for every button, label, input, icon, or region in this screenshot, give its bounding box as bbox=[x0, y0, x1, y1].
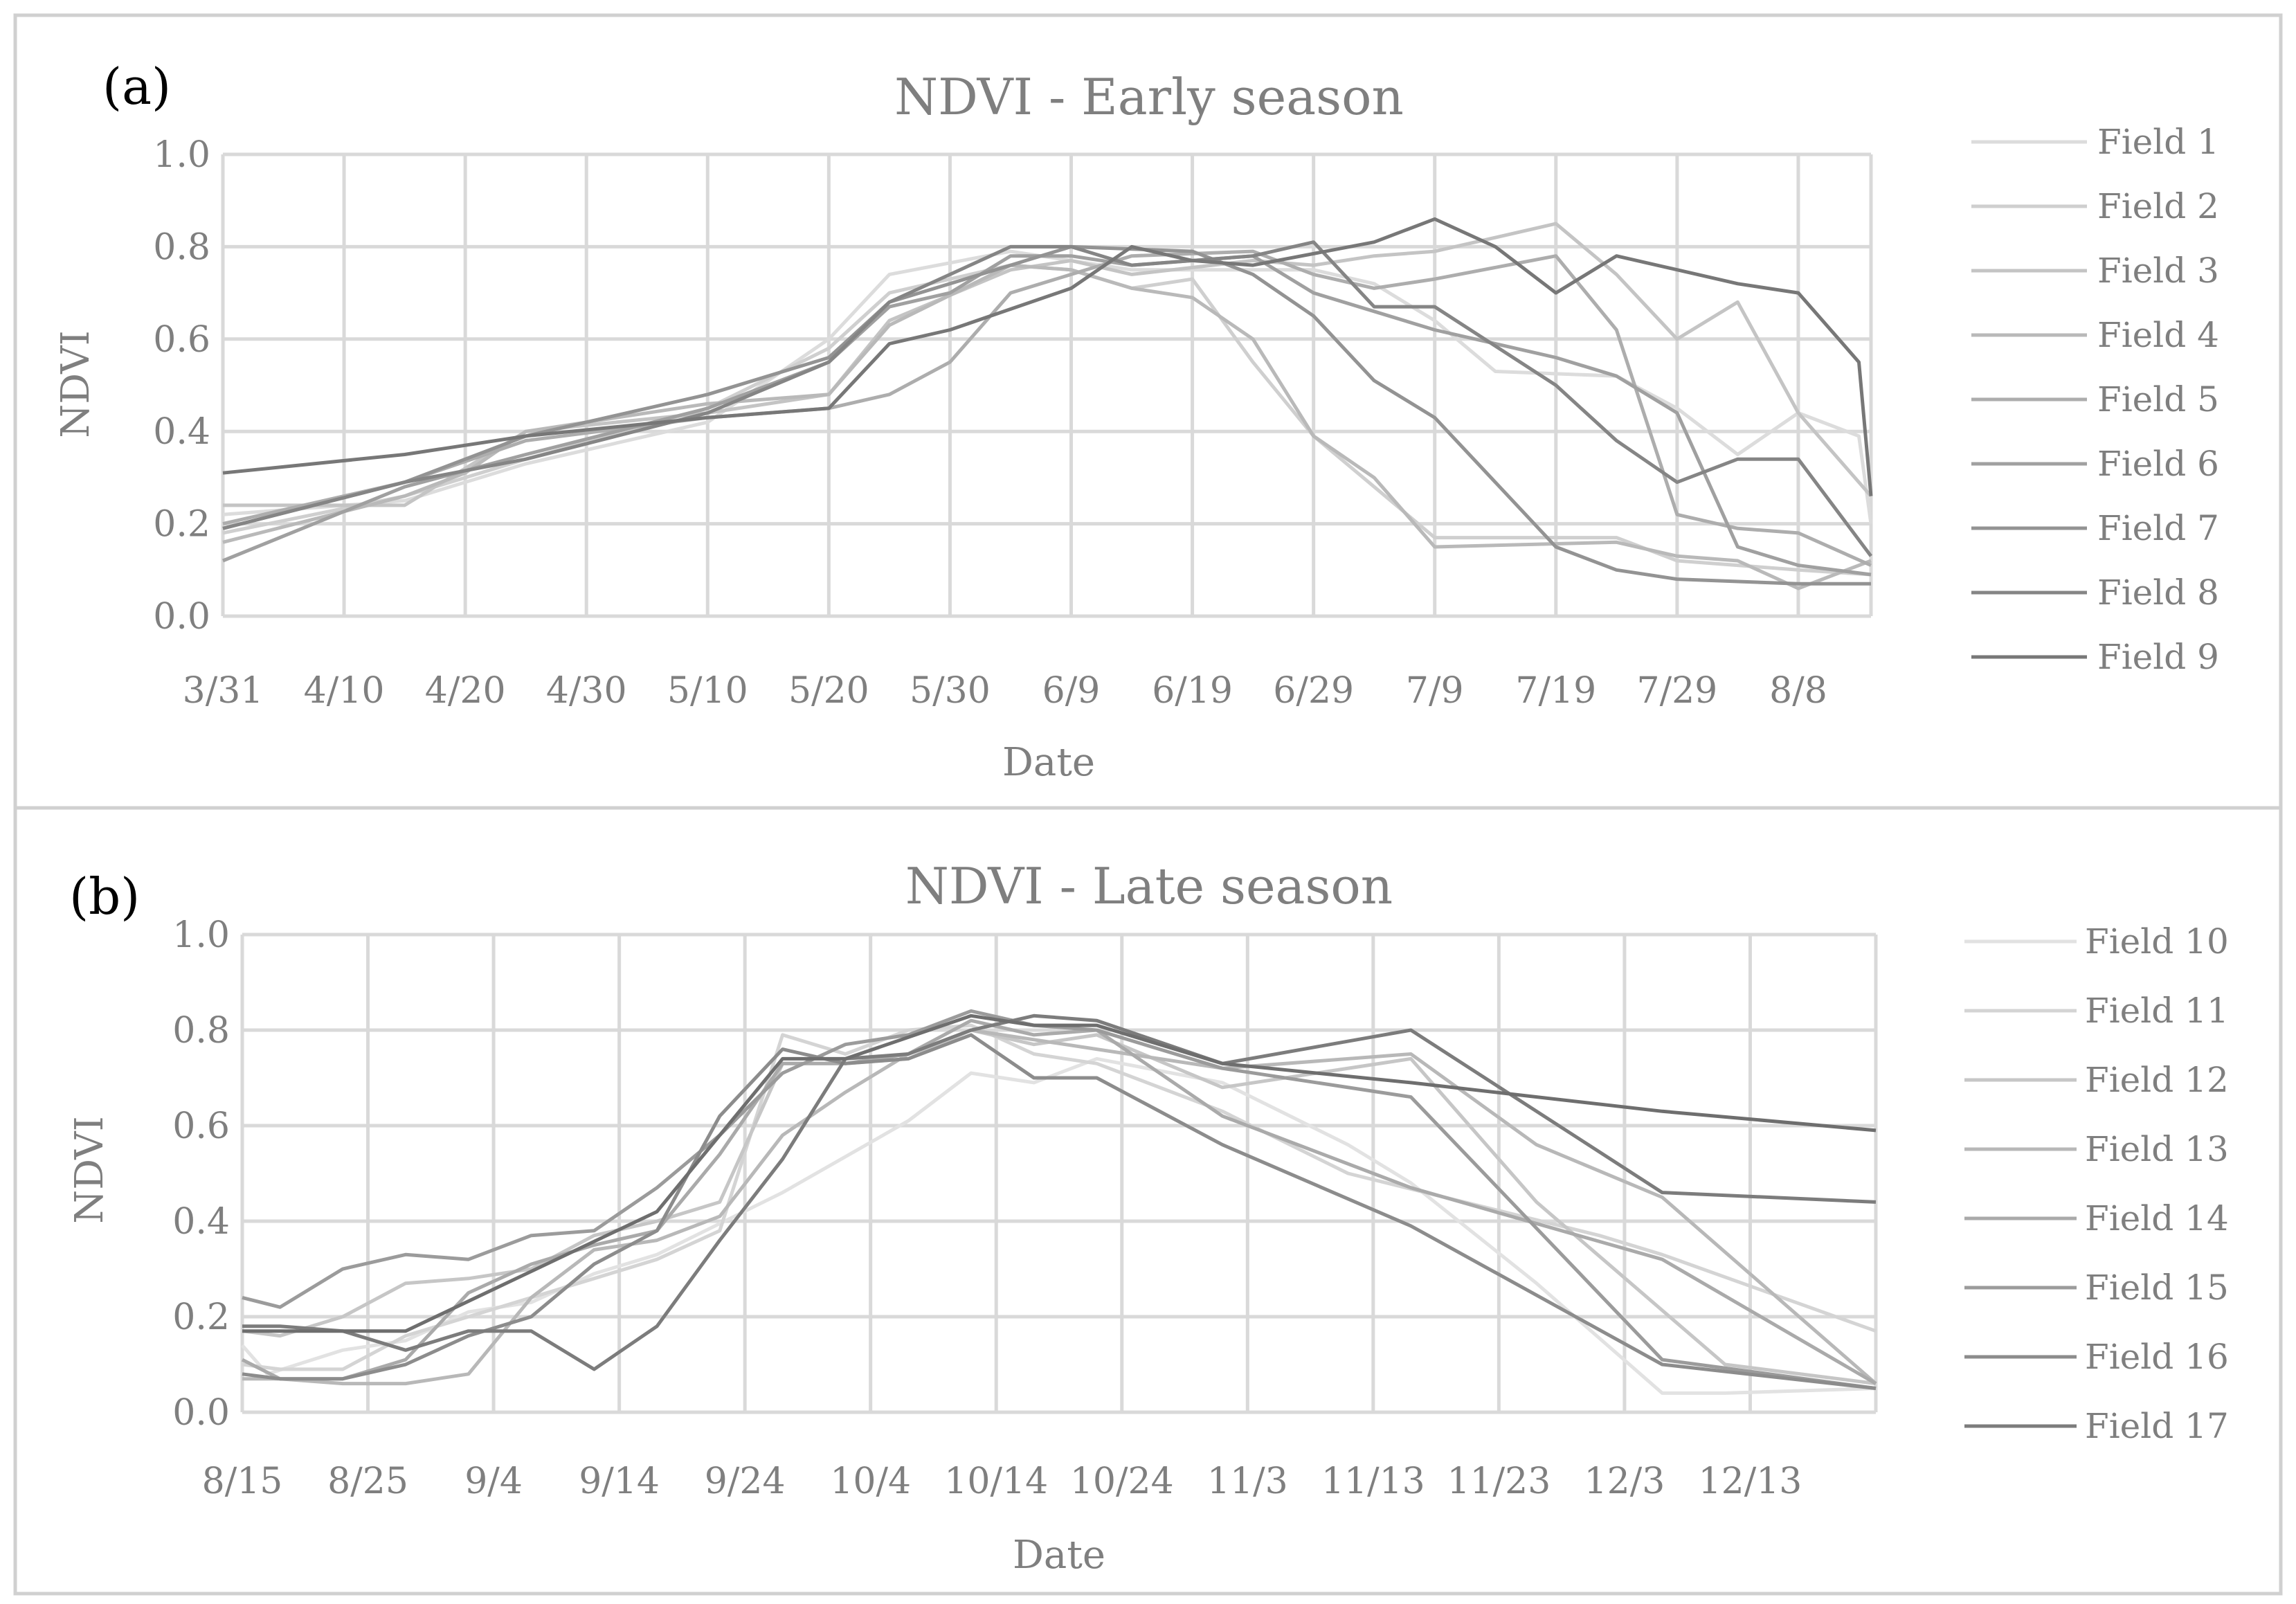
panel-a-ylabel: NDVI bbox=[53, 330, 98, 438]
panel-b-xlabel: Date bbox=[1013, 1533, 1105, 1578]
series-line-field-9 bbox=[222, 217, 1873, 496]
x-tick-label: 4/20 bbox=[425, 670, 506, 712]
x-tick-label: 7/19 bbox=[1515, 670, 1596, 712]
x-tick-label: 5/10 bbox=[667, 670, 748, 712]
x-tick-label: 8/25 bbox=[327, 1461, 408, 1502]
legend-label: Field 16 bbox=[2085, 1337, 2229, 1377]
x-tick-label: 7/9 bbox=[1406, 670, 1464, 712]
x-tick-label: 11/3 bbox=[1207, 1461, 1288, 1502]
x-tick-label: 10/14 bbox=[944, 1461, 1048, 1502]
x-tick-label: 7/29 bbox=[1636, 670, 1717, 712]
panel-a-label: (a) bbox=[102, 57, 171, 116]
x-tick-label: 6/29 bbox=[1273, 670, 1354, 712]
panel-a-x-axis: 3/31 4/10 4/20 4/30 5/10 5/20 5/30 6/9 6/19 6/29 7… bbox=[183, 670, 1827, 712]
x-tick-label: 12/13 bbox=[1699, 1461, 1802, 1502]
x-tick-label: 9/14 bbox=[579, 1461, 660, 1502]
x-tick-label: 8/8 bbox=[1769, 670, 1827, 712]
x-tick-label: 11/23 bbox=[1447, 1461, 1551, 1502]
x-tick-label: 10/4 bbox=[830, 1461, 911, 1502]
x-tick-label: 8/15 bbox=[202, 1461, 283, 1502]
legend-label: Field 5 bbox=[2097, 379, 2219, 420]
legend-label: Field 10 bbox=[2085, 921, 2229, 962]
y-tick-label: 0.2 bbox=[172, 1297, 230, 1338]
series-line-field-8 bbox=[222, 240, 1873, 557]
legend-label: Field 7 bbox=[2097, 508, 2219, 548]
panel-a-y-axis: 0.0 0.2 0.4 0.6 0.8 1.0 bbox=[153, 134, 210, 638]
x-tick-label: 9/4 bbox=[464, 1461, 523, 1502]
y-tick-label: 1.0 bbox=[172, 914, 230, 956]
y-tick-label: 0.6 bbox=[172, 1106, 230, 1147]
panel-b-frame bbox=[13, 806, 2283, 1596]
legend-label: Field 1 bbox=[2097, 122, 2219, 162]
legend-label: Field 11 bbox=[2085, 991, 2229, 1031]
x-tick-label: 6/19 bbox=[1152, 670, 1233, 712]
y-tick-label: 0.2 bbox=[153, 504, 210, 546]
y-tick-label: 0.6 bbox=[153, 319, 210, 361]
series-line-field-13 bbox=[242, 1028, 1877, 1386]
legend-label: Field 8 bbox=[2097, 573, 2219, 613]
panel-b-series bbox=[241, 1009, 1877, 1395]
legend-label: Field 6 bbox=[2097, 444, 2219, 484]
x-tick-label: 6/9 bbox=[1042, 670, 1101, 712]
legend-label: Field 17 bbox=[2085, 1406, 2229, 1446]
series-line-field-1 bbox=[222, 249, 1873, 524]
panel-b-title: NDVI - Late season bbox=[905, 857, 1393, 915]
panel-a-xlabel: Date bbox=[1002, 740, 1095, 785]
panel-b-ylabel: NDVI bbox=[67, 1116, 112, 1223]
x-tick-label: 3/31 bbox=[183, 670, 264, 712]
x-tick-label: 5/20 bbox=[788, 670, 869, 712]
panel-b-legend: Field 10 Field 11 Field 12 Field 13 Field 14… bbox=[1964, 921, 2229, 1446]
series-line-field-15 bbox=[242, 1009, 1877, 1390]
panel-a-legend: Field 1 Field 2 Field 3 Field 4 Field 5 Field… bbox=[1971, 122, 2219, 677]
panel-b-y-axis: 0.0 0.2 0.4 0.6 0.8 1.0 bbox=[172, 914, 230, 1434]
series-line-field-10 bbox=[241, 1056, 1877, 1395]
legend-label: Field 15 bbox=[2085, 1268, 2229, 1308]
panel-a-frame bbox=[13, 13, 2283, 810]
y-tick-label: 0.8 bbox=[153, 226, 210, 268]
series-line-field-18 bbox=[242, 1013, 1877, 1333]
panel-a-grid bbox=[221, 152, 1873, 618]
x-tick-label: 5/30 bbox=[910, 670, 991, 712]
y-tick-label: 0.8 bbox=[172, 1010, 230, 1052]
y-tick-label: 0.0 bbox=[172, 1392, 230, 1434]
panel-b-x-axis: 8/15 8/25 9/4 9/14 9/24 10/4 10/14 10/24 11/3 11/… bbox=[202, 1461, 1802, 1502]
x-tick-label: 4/10 bbox=[304, 670, 385, 712]
x-tick-label: 12/3 bbox=[1584, 1461, 1665, 1502]
y-tick-label: 0.4 bbox=[153, 411, 210, 453]
panel-b-label: (b) bbox=[69, 867, 140, 926]
legend-label: Field 9 bbox=[2097, 637, 2219, 677]
legend-label: Field 14 bbox=[2085, 1198, 2229, 1238]
x-tick-label: 4/30 bbox=[546, 670, 627, 712]
y-tick-label: 1.0 bbox=[153, 134, 210, 176]
legend-label: Field 2 bbox=[2097, 186, 2219, 226]
x-tick-label: 9/24 bbox=[705, 1461, 786, 1502]
legend-label: Field 13 bbox=[2085, 1129, 2229, 1169]
x-tick-label: 10/24 bbox=[1070, 1461, 1174, 1502]
legend-label: Field 12 bbox=[2085, 1060, 2229, 1100]
legend-label: Field 4 bbox=[2097, 315, 2219, 355]
panel-a-series bbox=[222, 217, 1873, 591]
series-line-field-16 bbox=[242, 1033, 1877, 1390]
series-line-field-14 bbox=[241, 1018, 1877, 1385]
panel-a-title: NDVI - Early season bbox=[894, 68, 1404, 126]
y-tick-label: 0.4 bbox=[172, 1201, 230, 1243]
legend-label: Field 3 bbox=[2097, 251, 2219, 291]
x-tick-label: 11/13 bbox=[1321, 1461, 1425, 1502]
y-tick-label: 0.0 bbox=[153, 596, 210, 638]
series-line-field-11 bbox=[242, 1023, 1877, 1371]
series-line-field-4 bbox=[222, 263, 1872, 591]
